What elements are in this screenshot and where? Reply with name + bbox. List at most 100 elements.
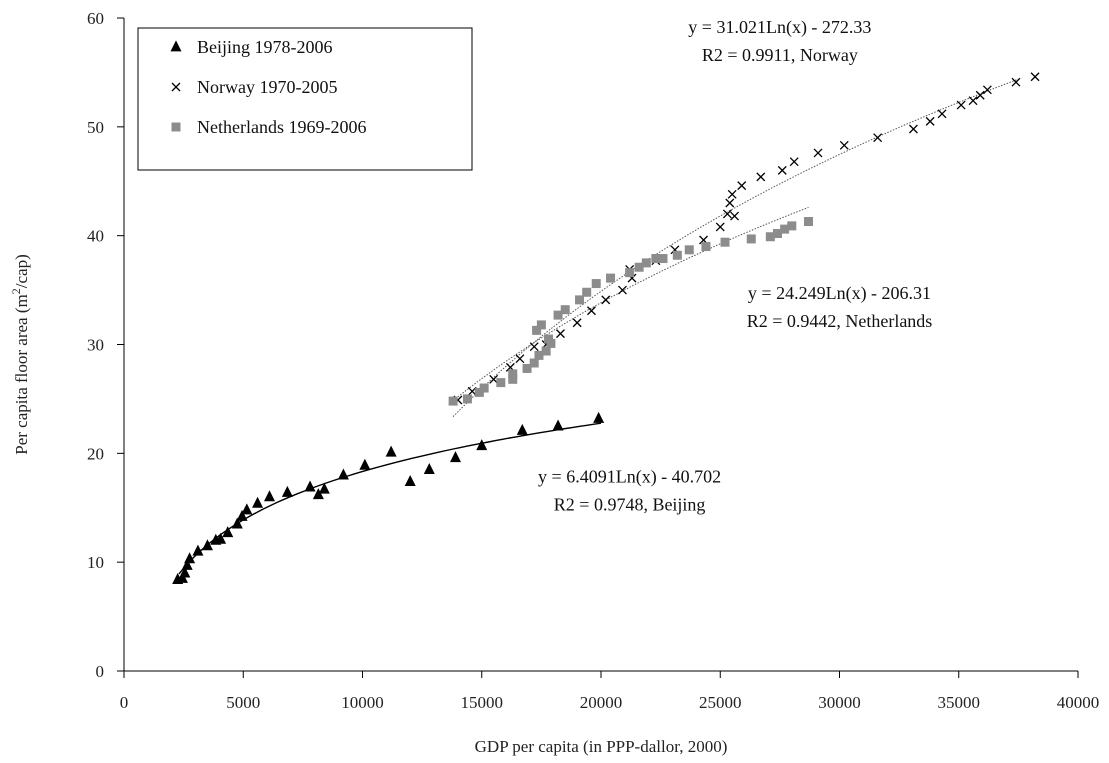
data-point-cross (587, 306, 596, 316)
data-point-triangle (236, 509, 248, 521)
x-tick-label: 20000 (580, 693, 623, 712)
data-point-square (462, 394, 472, 404)
data-point-cross (515, 354, 525, 364)
data-point-triangle (179, 566, 191, 578)
data-points (172, 72, 1040, 584)
data-point-triangle (263, 490, 275, 502)
data-point-triangle (593, 411, 605, 423)
data-point-cross (1030, 72, 1040, 82)
data-point-triangle (222, 526, 234, 538)
data-point-triangle (312, 488, 324, 500)
data-point-square (720, 237, 730, 247)
data-point-square (534, 350, 544, 360)
data-point-triangle (181, 558, 193, 570)
plot-area: 0 5000 10000 15000 20000 25000 30000 35000 40000… (87, 9, 1099, 712)
data-point-square (448, 396, 458, 406)
data-point-square (803, 217, 813, 227)
data-point-cross (968, 96, 978, 106)
data-point-cross (1011, 77, 1021, 87)
data-point-square (522, 363, 532, 373)
y-tick-label: 60 (87, 9, 104, 28)
data-point-triangle (192, 544, 204, 556)
y-axis-title-prefix: Per capita floor area (m (12, 294, 31, 454)
data-point-cross (975, 90, 985, 100)
trendline (178, 422, 602, 575)
x-tick-label: 40000 (1057, 693, 1100, 712)
data-point-cross (715, 222, 725, 232)
equation-label: y = 6.4091Ln(x) - 40.702 (538, 467, 721, 488)
data-point-square (684, 245, 694, 255)
data-point-square (591, 279, 601, 289)
data-point-square (787, 221, 797, 231)
x-tick-label: 5000 (226, 693, 260, 712)
data-point-cross (727, 189, 737, 199)
data-point-cross (937, 109, 947, 119)
data-point-square (625, 268, 635, 278)
data-point-square (641, 258, 651, 268)
equation-label: y = 31.021Ln(x) - 272.33 (688, 17, 871, 38)
data-point-cross (722, 209, 732, 219)
data-point-cross (725, 198, 735, 208)
data-point-cross (529, 342, 539, 352)
data-point-square (651, 254, 661, 264)
data-point-triangle (252, 496, 264, 508)
data-point-cross (756, 172, 766, 182)
legend-entry: Netherlands 1969-2006 (171, 117, 366, 137)
data-point-square (672, 250, 682, 260)
data-point-cross (618, 285, 627, 295)
trendlines (178, 78, 1019, 575)
equation-annotations: y = 31.021Ln(x) - 272.33 R2 = 0.9911, Nor… (538, 17, 932, 514)
data-point-square (532, 325, 542, 335)
legend-box (137, 27, 473, 171)
data-point-cross (956, 100, 966, 110)
data-point-cross (839, 140, 849, 150)
data-point-square (536, 320, 546, 330)
data-point-square (765, 232, 775, 242)
x-tick-label: 15000 (461, 693, 504, 712)
y-tick-label: 30 (87, 336, 104, 355)
x-tick-label: 25000 (699, 693, 742, 712)
data-point-square (634, 262, 644, 272)
legend: Beijing 1978-2006 Norway 1970-2005 Netherl… (137, 27, 473, 171)
legend-label: Beijing 1978-2006 (197, 37, 333, 57)
data-point-square (701, 242, 711, 252)
data-point-square (575, 295, 585, 305)
legend-entry: Norway 1970-2005 (171, 77, 337, 97)
data-point-cross (555, 329, 565, 339)
x-axis-ticks: 0 5000 10000 15000 20000 25000 30000 35000 40000 (120, 671, 1100, 712)
data-point-triangle (552, 419, 564, 431)
data-point-triangle (476, 439, 488, 451)
data-point-triangle (450, 451, 462, 463)
data-point-triangle (385, 445, 397, 457)
equation-label: R2 = 0.9748, Beijing (554, 495, 706, 515)
y-tick-label: 40 (87, 227, 104, 246)
legend-marker-cross (171, 82, 181, 92)
data-point-triangle (281, 485, 293, 497)
data-point-cross (873, 133, 883, 143)
data-point-square (529, 358, 539, 368)
data-point-triangle (423, 463, 435, 475)
trendline (452, 78, 1019, 417)
data-point-cross (601, 295, 611, 305)
y-axis-title-superscript: 2 (9, 288, 23, 294)
x-axis-title: GDP per capita (in PPP-dallor, 2000) (475, 737, 728, 756)
x-tick-label: 10000 (341, 693, 384, 712)
data-point-triangle (231, 517, 243, 529)
data-point-cross (982, 85, 992, 95)
data-point-triangle (318, 482, 330, 494)
series-triangle (172, 411, 605, 584)
equation-label: R2 = 0.9442, Netherlands (747, 311, 933, 331)
data-point-square (780, 224, 790, 234)
data-point-cross (777, 165, 787, 175)
data-point-square (553, 310, 563, 320)
x-tick-label: 30000 (818, 693, 861, 712)
y-axis-title-suffix: /cap) (12, 254, 31, 288)
legend-entry: Beijing 1978-2006 (170, 37, 333, 57)
data-point-triangle (359, 458, 371, 470)
x-tick-label: 35000 (938, 693, 981, 712)
data-point-cross (730, 211, 740, 221)
data-point-square (508, 374, 518, 384)
data-point-square (658, 254, 668, 264)
y-axis-title: Per capita floor area (m2/cap) (9, 254, 31, 454)
